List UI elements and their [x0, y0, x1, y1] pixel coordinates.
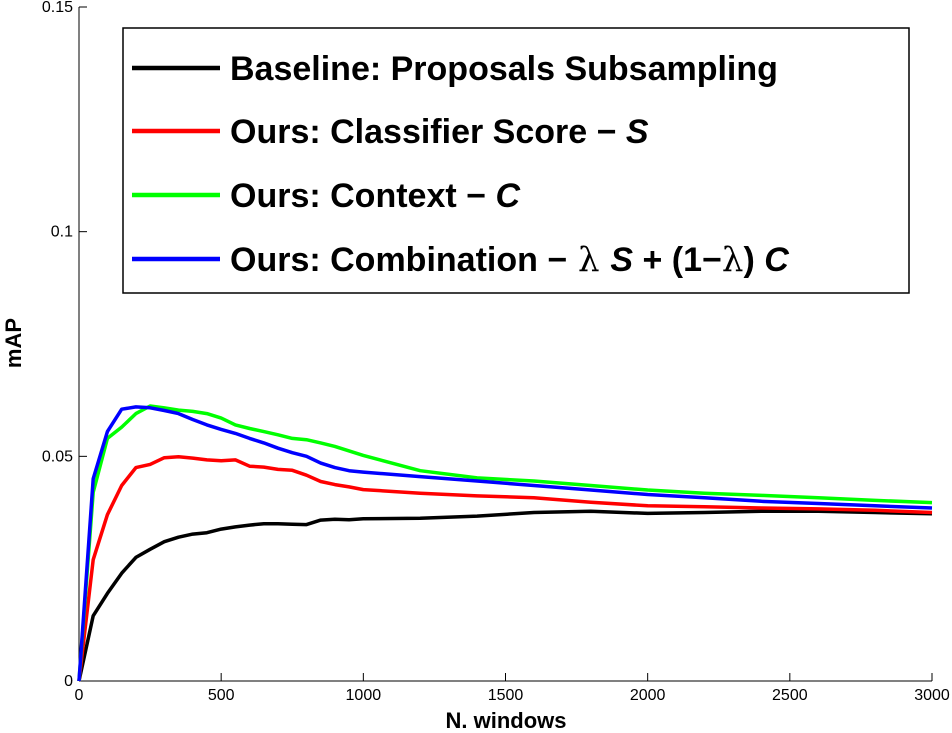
- legend: Baseline: Proposals Subsampling Ours: Cla…: [122, 27, 910, 294]
- x-tick-label: 1500: [488, 687, 524, 704]
- legend-entry-4: Ours: Combination − λ S + (1−λ) C: [230, 240, 789, 280]
- x-tick-label: 3000: [914, 687, 950, 704]
- legend-entry-2: Ours: Classifier Score − S: [230, 113, 649, 151]
- x-tick-label: 500: [208, 687, 235, 704]
- legend-entry-1: Baseline: Proposals Subsampling: [230, 50, 778, 88]
- x-tick-label: 2500: [772, 687, 808, 704]
- series-line-4: [77, 405, 933, 682]
- y-tick-label: 0.15: [42, 0, 73, 16]
- y-axis-label: mAP: [1, 318, 26, 368]
- series-layer: [77, 404, 933, 682]
- plot-area: 0 500 1000 1500 2000 2500 3000 0 0.05 0.1 0.15: [42, 0, 950, 704]
- series-line-1: [77, 509, 933, 682]
- y-tick-label: 0: [64, 673, 73, 690]
- series-line-3: [77, 404, 933, 682]
- y-tick-label: 0.1: [51, 224, 73, 241]
- x-tick-label: 2000: [630, 687, 666, 704]
- series-line-2: [77, 455, 933, 682]
- x-tick-label: 0: [75, 687, 84, 704]
- x-tick-label: 1000: [346, 687, 382, 704]
- x-axis-label: N. windows: [446, 708, 567, 733]
- legend-entry-3: Ours: Context − C: [230, 177, 520, 215]
- legend-box: [122, 27, 910, 294]
- y-tick-label: 0.05: [42, 448, 73, 465]
